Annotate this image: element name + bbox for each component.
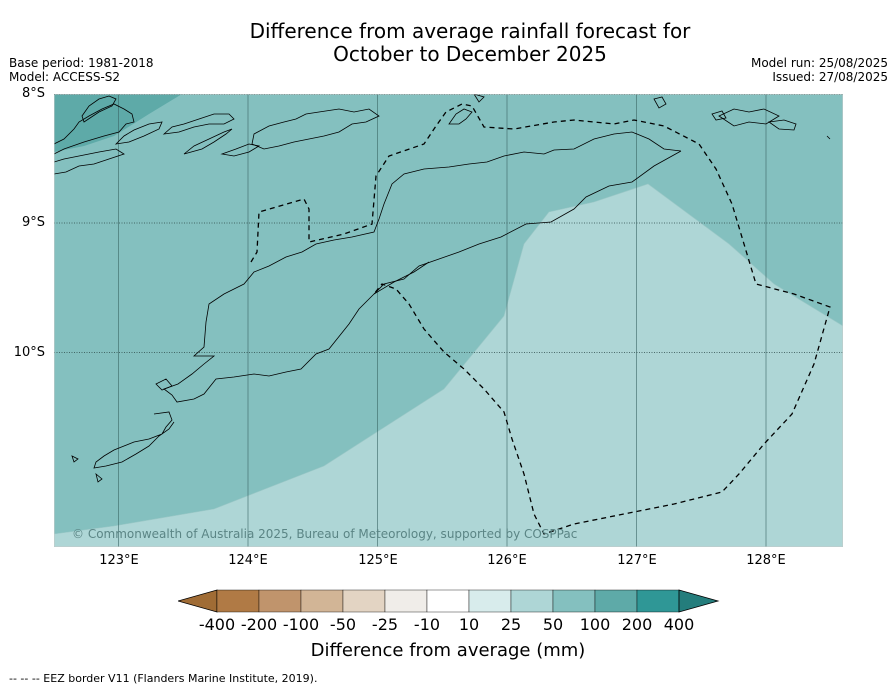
colorbar (178, 589, 720, 613)
colorbar-bin-8 (510, 589, 554, 613)
zone-100-200 (54, 94, 182, 152)
colorbar-extend-high (678, 589, 720, 613)
model-label: Model: ACCESS-S2 (9, 70, 121, 84)
island-north-2 (473, 94, 485, 103)
colorbar-tick-label: 100 (579, 615, 611, 634)
colorbar-tick-label: 25 (500, 615, 522, 634)
colorbar-tick-label: -25 (371, 615, 399, 634)
island-group-5 (54, 148, 125, 175)
colorbar-tick-label: 50 (542, 615, 564, 634)
island-east-3 (767, 119, 797, 131)
zone-25-50 (54, 183, 843, 547)
island-raijua (95, 472, 103, 483)
timor-inner-coast (373, 261, 430, 295)
lat-label-9s: 9°S (21, 215, 45, 230)
title-line-1: Difference from average rainfall forecas… (249, 19, 691, 43)
colorbar-tick-label: 400 (663, 615, 695, 634)
island-east-2 (718, 108, 780, 127)
colorbar-bin-2 (258, 589, 302, 613)
island-semau (155, 378, 173, 391)
timor-coastline (163, 131, 682, 403)
colorbar-tick-label: -400 (198, 615, 236, 634)
lon-label-128e: 128°E (746, 553, 786, 568)
colorbar-extend-low (178, 589, 218, 613)
colorbar-title: Difference from average (mm) (310, 640, 586, 661)
copyright-credit: © Commonwealth of Australia 2025, Bureau… (72, 527, 578, 541)
island-group-3 (162, 113, 235, 135)
island-east-1 (653, 96, 667, 109)
colorbar-bin-1 (216, 589, 260, 613)
coastlines (54, 94, 831, 483)
island-rote (93, 411, 175, 469)
rainfall-map (54, 94, 843, 547)
island-group-4 (81, 95, 117, 123)
island-group-2 (114, 121, 163, 145)
colorbar-bin-9 (552, 589, 596, 613)
colorbar-bin-4 (342, 589, 386, 613)
colorbar-bin-10 (594, 589, 638, 613)
island-savu (71, 455, 79, 463)
colorbar-tick-label: -10 (413, 615, 441, 634)
title-line-2: October to December 2025 (333, 42, 607, 66)
colorbar-bin-11 (636, 589, 680, 613)
lon-label-127e: 127°E (617, 553, 657, 568)
colorbar-tick-label: -50 (329, 615, 357, 634)
colorbar-bin-5 (384, 589, 428, 613)
map-frame (54, 94, 843, 547)
base-period-label: Base period: 1981-2018 (9, 56, 154, 70)
model-run-label: Model run: 25/08/2025 (750, 56, 888, 70)
chart-title: Difference from average rainfall forecas… (200, 20, 740, 66)
island-group-1 (54, 103, 135, 155)
colorbar-bin-7 (468, 589, 512, 613)
lon-label-125e: 125°E (358, 553, 398, 568)
eez-footnote: -- -- -- EEZ border V11 (Flanders Marine… (9, 672, 318, 685)
island-east-4 (711, 110, 727, 121)
colorbar-tick-label: 10 (458, 615, 480, 634)
lat-label-10s: 10°S (13, 345, 45, 360)
graticule (118, 94, 767, 547)
island-atauro (220, 143, 261, 157)
lon-label-124e: 124°E (228, 553, 268, 568)
colorbar-bin-6 (426, 589, 470, 613)
colorbar-tick-label: -100 (282, 615, 320, 634)
island-north-1 (448, 108, 473, 125)
meta-left: Base period: 1981-2018 Model: ACCESS-S2 (9, 56, 154, 84)
colorbar-tick-label: 200 (621, 615, 653, 634)
lat-label-8s: 8°S (21, 86, 45, 101)
lon-label-126e: 126°E (487, 553, 527, 568)
issued-label: Issued: 27/08/2025 (772, 70, 888, 84)
lon-label-123e: 123°E (99, 553, 139, 568)
island-group-6 (183, 128, 233, 155)
colorbar-tick-label: -200 (240, 615, 278, 634)
island-wetar (251, 108, 380, 150)
colorbar-bin-3 (300, 589, 344, 613)
meta-right: Model run: 25/08/2025 Issued: 27/08/2025 (751, 56, 888, 84)
island-east-5 (826, 135, 831, 140)
